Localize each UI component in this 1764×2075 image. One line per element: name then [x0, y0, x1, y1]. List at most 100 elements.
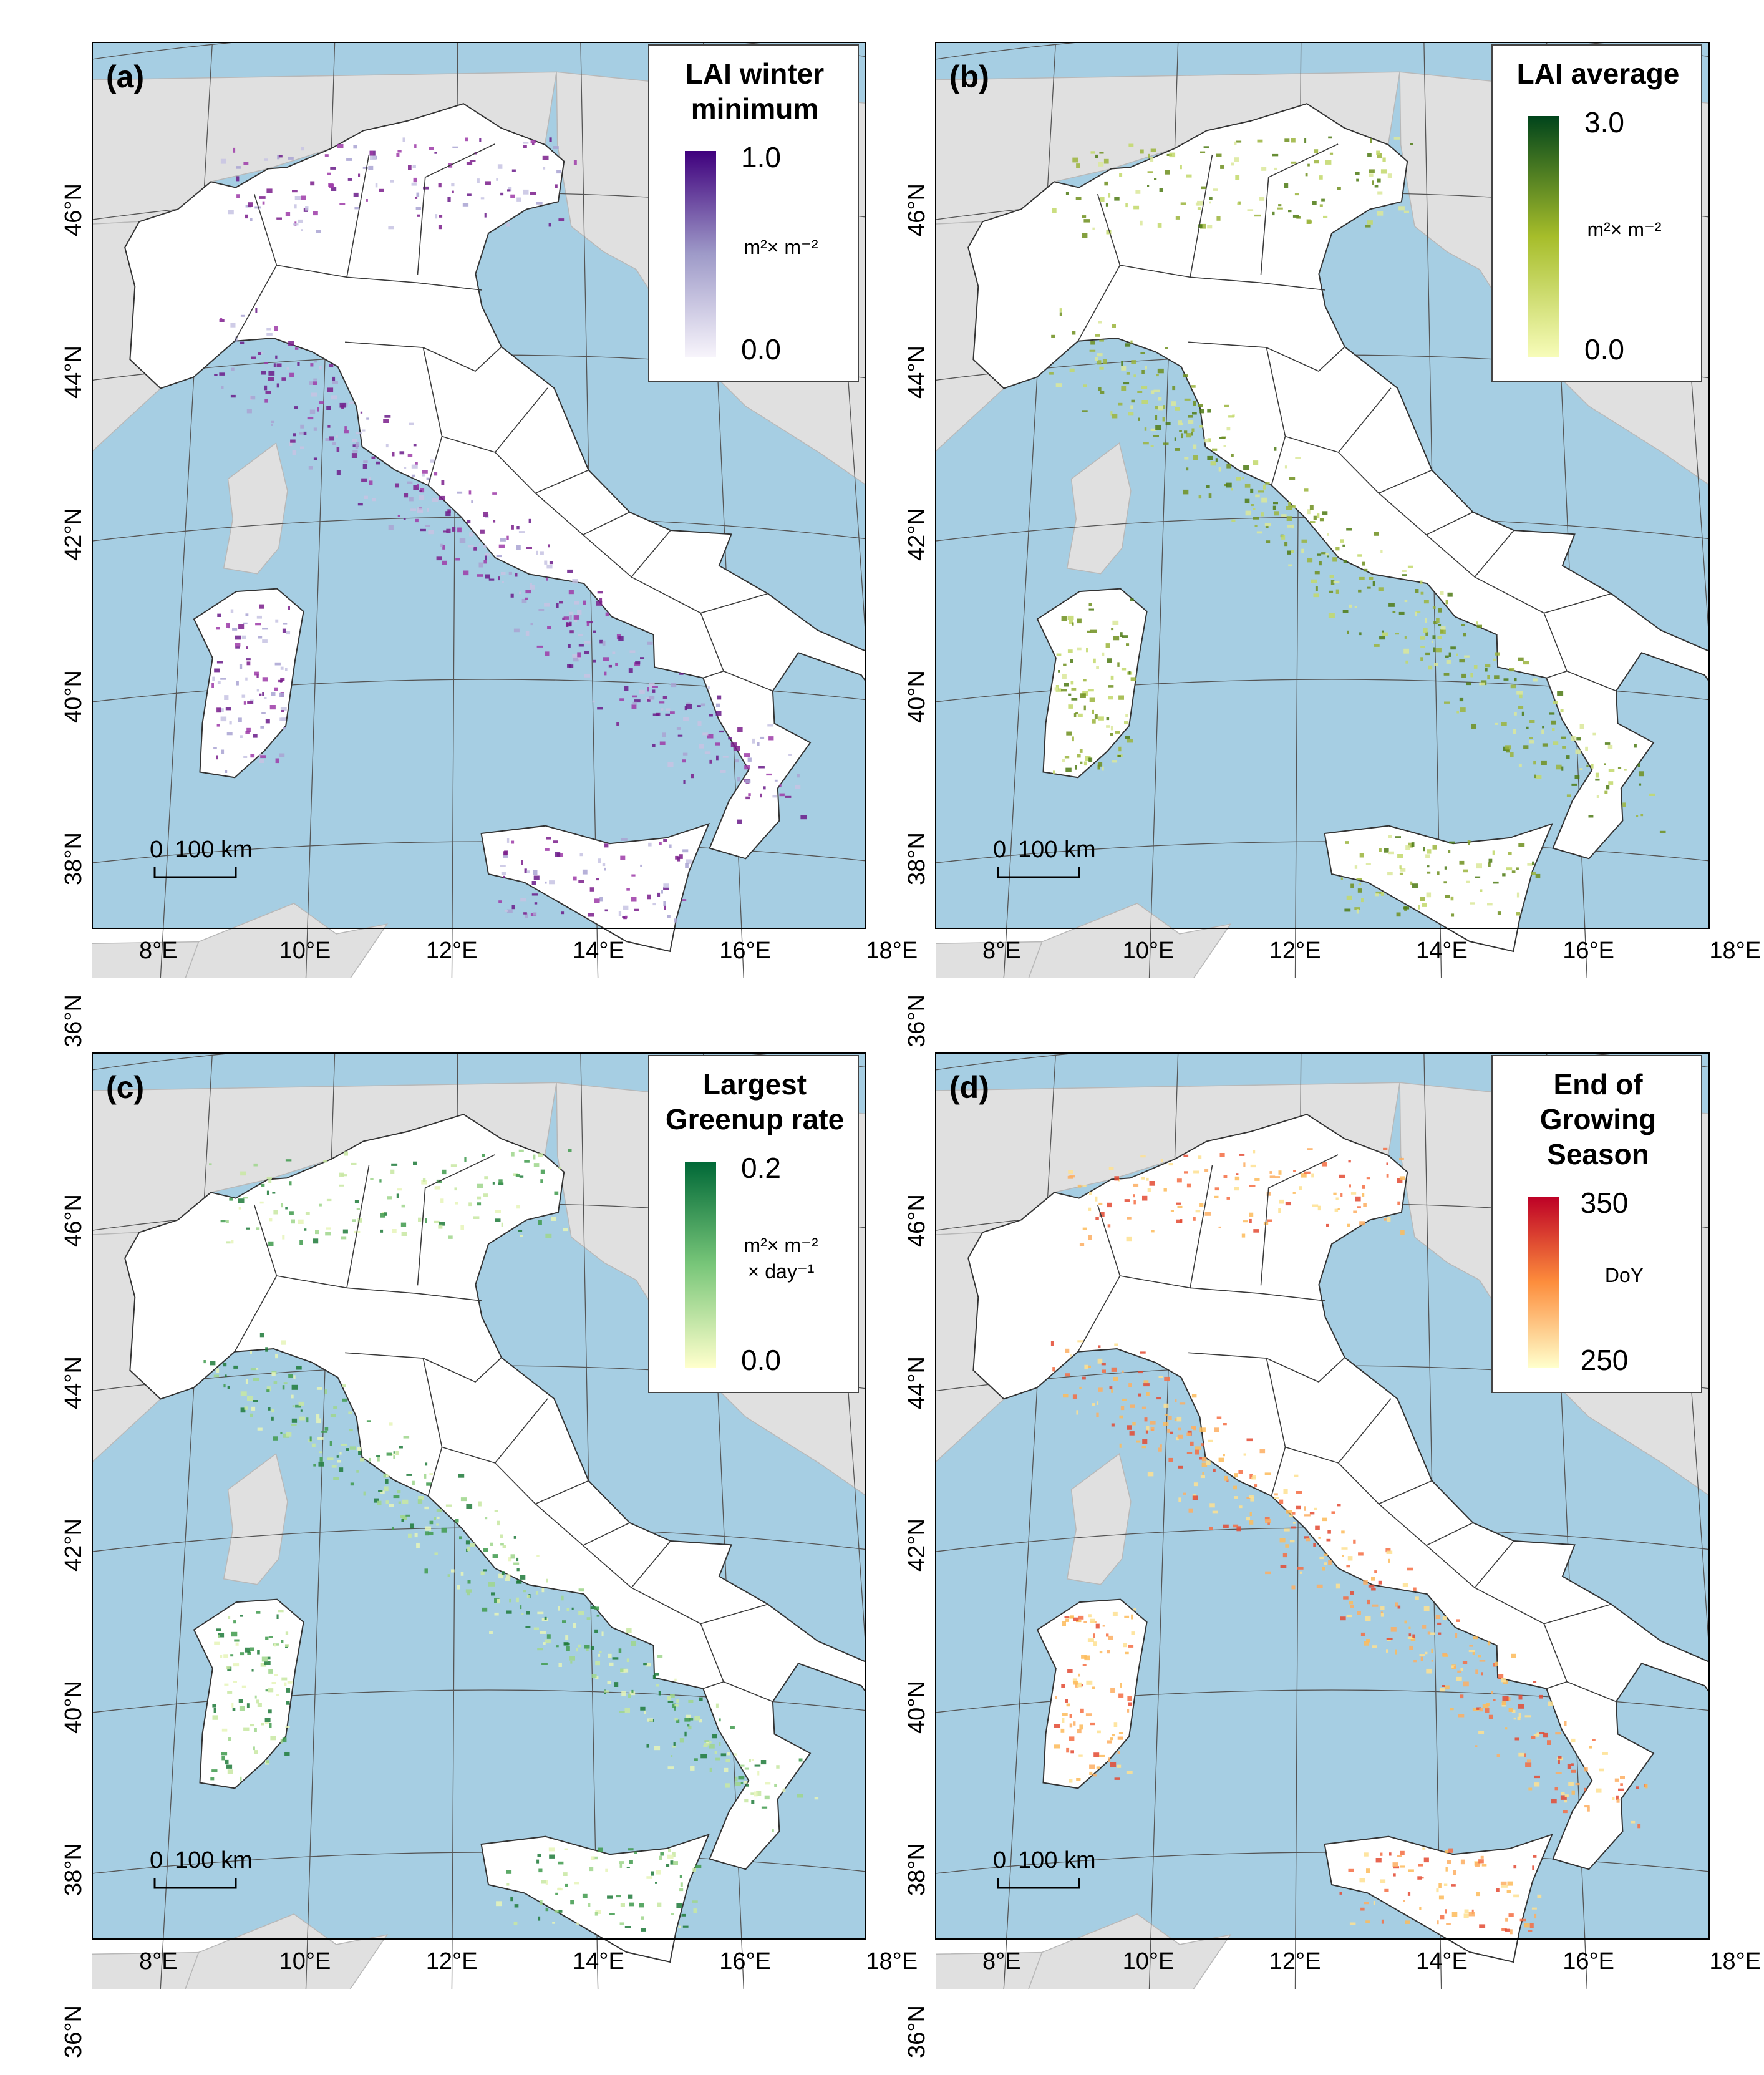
lon-tick-label: 16°E — [719, 938, 771, 964]
italy-landmass — [124, 1114, 866, 1870]
map-frame — [92, 42, 866, 929]
scale-bar-end: 100 km — [175, 837, 253, 863]
region-border — [1566, 670, 1617, 692]
legend-title: Growing — [1540, 1103, 1657, 1135]
region-border — [723, 1681, 773, 1703]
region-border — [1260, 143, 1339, 275]
graticule-lat — [92, 1689, 866, 1713]
italy-landmass — [1036, 1598, 1148, 1789]
neighbour-land — [1066, 442, 1132, 575]
region-border — [417, 143, 495, 275]
scale-bar-end: 100 km — [1018, 837, 1096, 863]
panel-tag: (c) — [106, 1070, 144, 1105]
lat-tick-label: 38°N — [61, 832, 87, 885]
legend-title: Greenup rate — [666, 1103, 844, 1135]
region-border — [1285, 387, 1392, 453]
neighbour-land — [1028, 903, 1232, 978]
vegetation-pixels — [1050, 1147, 1648, 1935]
lat-tick-label: 40°N — [904, 1681, 930, 1734]
legend-box: LAI average 3.0 0.0 m²× m⁻² — [1491, 44, 1702, 382]
region-border — [1188, 341, 1345, 372]
scale-bar-start: 0 — [150, 1847, 163, 1873]
map-frame — [92, 1052, 866, 1940]
map-frame — [935, 1052, 1710, 1940]
neighbour-land — [936, 1951, 1043, 1989]
lon-tick-label: 16°E — [719, 1948, 771, 1975]
scale-bar: 0 100 km — [993, 837, 1096, 878]
lat-tick-label: 36°N — [904, 994, 930, 1047]
lon-tick-label: 18°E — [1709, 938, 1761, 964]
lon-tick-label: 14°E — [573, 1948, 624, 1975]
region-border — [583, 1540, 671, 1589]
legend-unit: DoY — [1605, 1264, 1644, 1286]
lon-tick-label: 12°E — [426, 938, 478, 964]
neighbour-land — [92, 941, 200, 978]
lon-tick-label: 10°E — [279, 1948, 331, 1975]
region-border — [700, 1623, 725, 1689]
lat-tick-label: 42°N — [904, 1519, 930, 1572]
neighbour-land — [936, 941, 1043, 978]
panel-tag: (a) — [106, 59, 144, 94]
graticule-lat — [936, 679, 1709, 702]
legend-title: minimum — [691, 92, 818, 125]
neighbour-land — [185, 1913, 389, 1989]
lat-tick-label: 38°N — [904, 832, 930, 885]
legend-colorbar — [685, 1162, 716, 1368]
legend-colorbar — [685, 151, 716, 357]
lon-tick-label: 12°E — [1269, 938, 1321, 964]
legend-min-value: 0.0 — [741, 333, 781, 366]
region-border — [1190, 276, 1325, 291]
lon-tick-label: 16°E — [1563, 938, 1614, 964]
legend-title: Season — [1547, 1138, 1649, 1170]
neighbour-land — [1028, 1913, 1232, 1989]
lon-tick-label: 14°E — [1416, 938, 1468, 964]
lon-tick-label: 8°E — [982, 938, 1021, 964]
legend-title: Largest — [703, 1068, 807, 1101]
graticule-lat — [0, 2014, 1039, 2053]
graticule-lat — [0, 1004, 1039, 1042]
lat-tick-label: 42°N — [61, 1519, 87, 1572]
italy-landmass — [480, 1833, 710, 1963]
lat-tick-label: 38°N — [61, 1843, 87, 1896]
italy-landmass — [193, 588, 304, 779]
lon-tick-label: 8°E — [139, 1948, 178, 1975]
region-border — [1190, 1287, 1325, 1301]
region-border — [723, 670, 773, 692]
legend-colorbar — [1528, 1197, 1559, 1368]
lon-tick-label: 8°E — [982, 1948, 1021, 1975]
scale-bar: 0 100 km — [993, 1847, 1096, 1889]
lon-tick-label: 14°E — [1416, 1948, 1468, 1975]
scale-bar: 0 100 km — [150, 1847, 253, 1889]
lat-tick-label: 36°N — [904, 2005, 930, 2058]
lat-tick-label: 44°N — [61, 1356, 87, 1409]
region-border — [1188, 1352, 1345, 1383]
legend-max-value: 1.0 — [741, 141, 781, 173]
region-border — [1566, 1681, 1617, 1703]
lat-tick-label: 44°N — [904, 346, 930, 399]
scale-bar-start: 0 — [993, 837, 1006, 863]
legend-max-value: 350 — [1581, 1187, 1629, 1219]
lat-tick-label: 46°N — [61, 183, 87, 236]
vegetation-pixels — [203, 1149, 819, 1932]
neighbour-land — [185, 903, 389, 978]
graticule-lat — [936, 1689, 1709, 1713]
scale-bar-end: 100 km — [1018, 1847, 1096, 1873]
legend-title: End of — [1553, 1068, 1643, 1101]
legend-unit: m²× m⁻² — [1587, 218, 1661, 241]
lon-tick-label: 10°E — [279, 938, 331, 964]
legend-min-value: 250 — [1581, 1344, 1629, 1376]
legend-unit: m²× m⁻² — [744, 236, 818, 258]
panel-tag: (b) — [949, 59, 989, 94]
neighbour-land — [223, 1453, 288, 1585]
scale-bar-start: 0 — [150, 837, 163, 863]
legend-unit: m²× m⁻² — [744, 1234, 818, 1256]
lat-tick-label: 40°N — [61, 1681, 87, 1734]
italy-landmass — [1324, 1833, 1553, 1963]
region-border — [346, 276, 482, 291]
